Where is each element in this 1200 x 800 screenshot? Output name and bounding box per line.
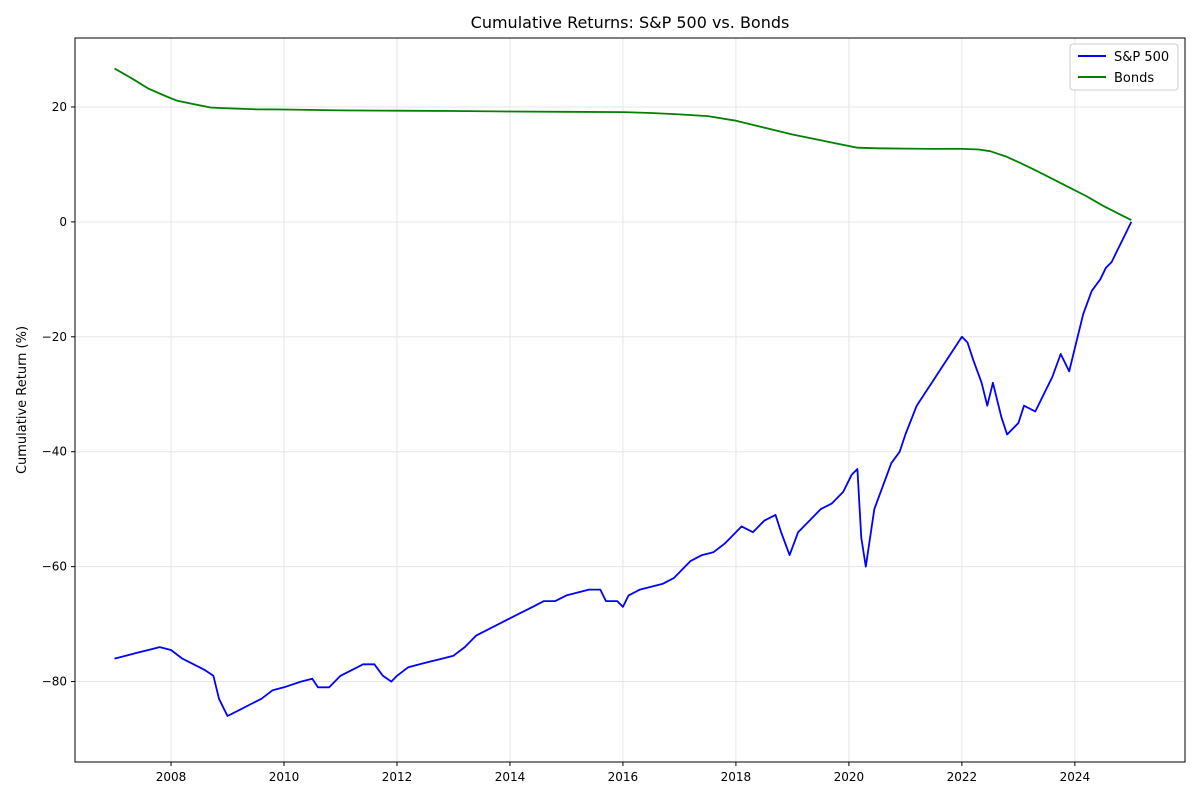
x-tick-label: 2014 [495, 770, 526, 784]
y-tick-label: 0 [59, 215, 67, 229]
series-line-sp500 [114, 221, 1133, 717]
y-tick-label: 20 [52, 100, 67, 114]
legend: S&P 500 Bonds [1069, 43, 1179, 91]
y-tick-label: −80 [42, 675, 67, 689]
legend-label: S&P 500 [1114, 50, 1169, 65]
x-tick-label: 2022 [947, 770, 978, 784]
chart-title: Cumulative Returns: S&P 500 vs. Bonds [471, 13, 790, 32]
x-tick-label: 2024 [1060, 770, 1091, 784]
series-layer [114, 67, 1133, 717]
x-tick-label: 2020 [834, 770, 865, 784]
x-tick-label: 2008 [156, 770, 187, 784]
series-line-bonds [114, 67, 1132, 221]
y-axis-label: Cumulative Return (%) [15, 326, 30, 474]
y-tick-label: −40 [42, 445, 67, 459]
x-tick-label: 2018 [721, 770, 752, 784]
y-tick-label: −60 [42, 560, 67, 574]
grid [75, 38, 1185, 762]
plot-frame [74, 37, 1186, 763]
x-tick-label: 2010 [269, 770, 300, 784]
y-tick-label: −20 [42, 330, 67, 344]
x-tick-label: 2016 [608, 770, 639, 784]
legend-label: Bonds [1114, 71, 1154, 86]
x-tick-label: 2012 [382, 770, 413, 784]
ticks: 2008 2010 2012 2014 2016 2018 2020 2022 2024 −80 −… [42, 100, 1090, 784]
